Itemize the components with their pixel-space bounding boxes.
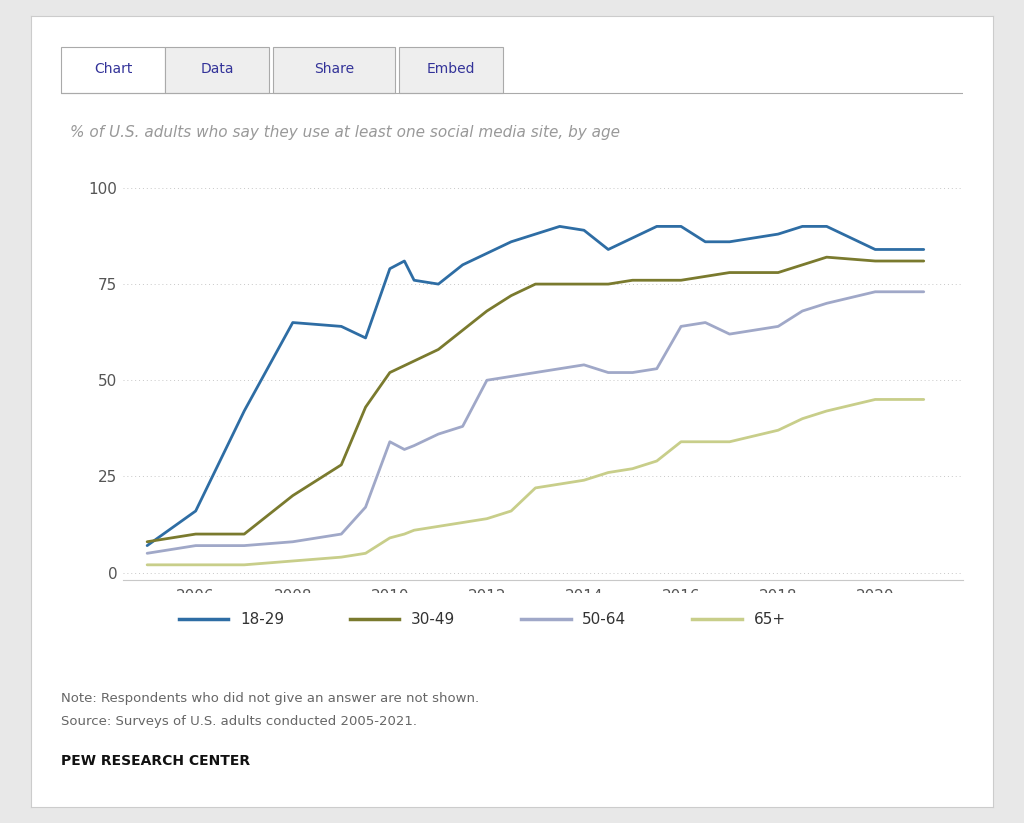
FancyBboxPatch shape	[165, 47, 268, 93]
Text: Note: Respondents who did not give an answer are not shown.: Note: Respondents who did not give an an…	[61, 692, 479, 705]
Text: 18-29: 18-29	[240, 611, 284, 627]
Text: PEW RESEARCH CENTER: PEW RESEARCH CENTER	[61, 754, 251, 768]
Text: 50-64: 50-64	[583, 611, 627, 627]
Text: 65+: 65+	[754, 611, 785, 627]
Text: Share: Share	[314, 62, 354, 76]
Text: Embed: Embed	[427, 62, 475, 76]
FancyBboxPatch shape	[399, 47, 503, 93]
FancyBboxPatch shape	[273, 47, 395, 93]
Text: Chart: Chart	[94, 62, 132, 76]
Text: Source: Surveys of U.S. adults conducted 2005-2021.: Source: Surveys of U.S. adults conducted…	[61, 715, 418, 728]
Text: Data: Data	[200, 62, 233, 76]
FancyBboxPatch shape	[61, 47, 165, 93]
Text: % of U.S. adults who say they use at least one social media site, by age: % of U.S. adults who say they use at lea…	[71, 125, 621, 140]
Text: 30-49: 30-49	[411, 611, 456, 627]
